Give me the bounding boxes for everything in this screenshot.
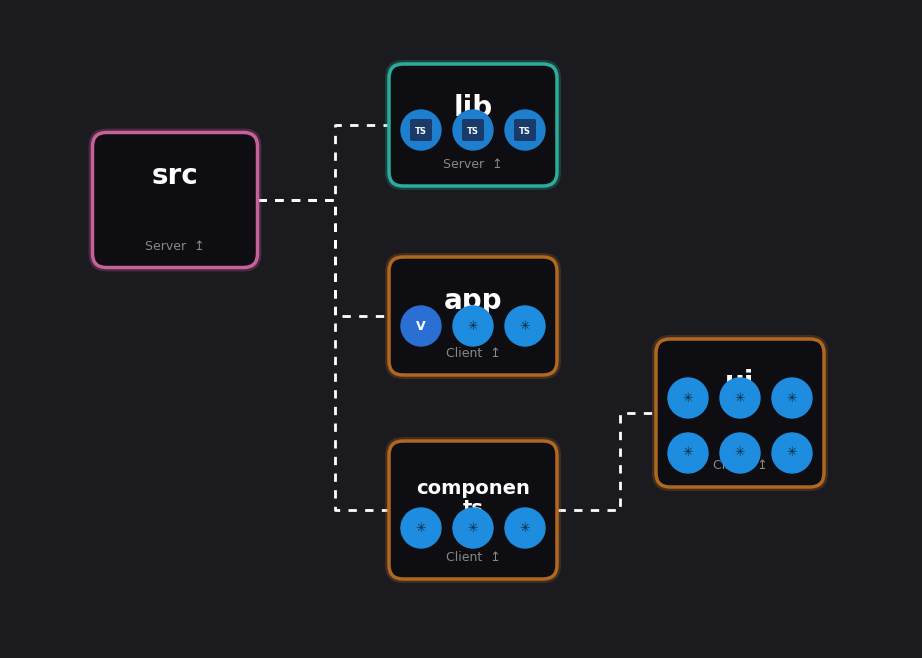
Text: TS: TS (415, 128, 427, 136)
Text: ✳: ✳ (786, 447, 798, 459)
FancyBboxPatch shape (385, 60, 561, 190)
Circle shape (401, 110, 441, 150)
FancyBboxPatch shape (389, 441, 557, 579)
Text: ✳: ✳ (520, 320, 530, 332)
FancyBboxPatch shape (410, 119, 432, 141)
FancyBboxPatch shape (656, 339, 824, 487)
Circle shape (720, 378, 760, 418)
FancyBboxPatch shape (652, 335, 828, 491)
Text: ✳: ✳ (467, 522, 479, 534)
Circle shape (772, 433, 812, 473)
Text: Client  ↥: Client ↥ (713, 459, 767, 472)
Text: componen
ts: componen ts (416, 479, 530, 519)
FancyBboxPatch shape (385, 437, 561, 583)
Text: Client  ↥: Client ↥ (445, 347, 501, 360)
Text: Server  ↥: Server ↥ (443, 158, 502, 171)
Circle shape (453, 110, 493, 150)
Text: Server  ↥: Server ↥ (145, 240, 205, 253)
Circle shape (401, 306, 441, 346)
Circle shape (505, 508, 545, 548)
Text: app: app (443, 287, 502, 315)
Circle shape (505, 306, 545, 346)
Text: ✳: ✳ (786, 392, 798, 405)
Text: ✳: ✳ (735, 392, 745, 405)
Circle shape (401, 508, 441, 548)
Circle shape (772, 378, 812, 418)
FancyBboxPatch shape (389, 257, 557, 375)
Circle shape (668, 433, 708, 473)
Text: TS: TS (519, 128, 531, 136)
FancyBboxPatch shape (89, 128, 262, 272)
FancyBboxPatch shape (92, 132, 257, 268)
Circle shape (505, 110, 545, 150)
Text: TS: TS (467, 128, 479, 136)
Circle shape (668, 378, 708, 418)
Circle shape (720, 433, 760, 473)
Text: ✳: ✳ (416, 522, 426, 534)
Text: ✳: ✳ (683, 447, 693, 459)
FancyBboxPatch shape (389, 64, 557, 186)
Text: V: V (416, 320, 426, 332)
FancyBboxPatch shape (462, 119, 484, 141)
FancyBboxPatch shape (385, 253, 561, 379)
Circle shape (453, 508, 493, 548)
Text: ui: ui (726, 369, 755, 397)
Text: ✳: ✳ (467, 320, 479, 332)
FancyBboxPatch shape (514, 119, 536, 141)
Text: src: src (151, 163, 198, 191)
Text: ✳: ✳ (520, 522, 530, 534)
Text: Client  ↥: Client ↥ (445, 551, 501, 564)
Text: ✳: ✳ (683, 392, 693, 405)
Circle shape (453, 306, 493, 346)
Text: lib: lib (454, 94, 492, 122)
Text: ✳: ✳ (735, 447, 745, 459)
